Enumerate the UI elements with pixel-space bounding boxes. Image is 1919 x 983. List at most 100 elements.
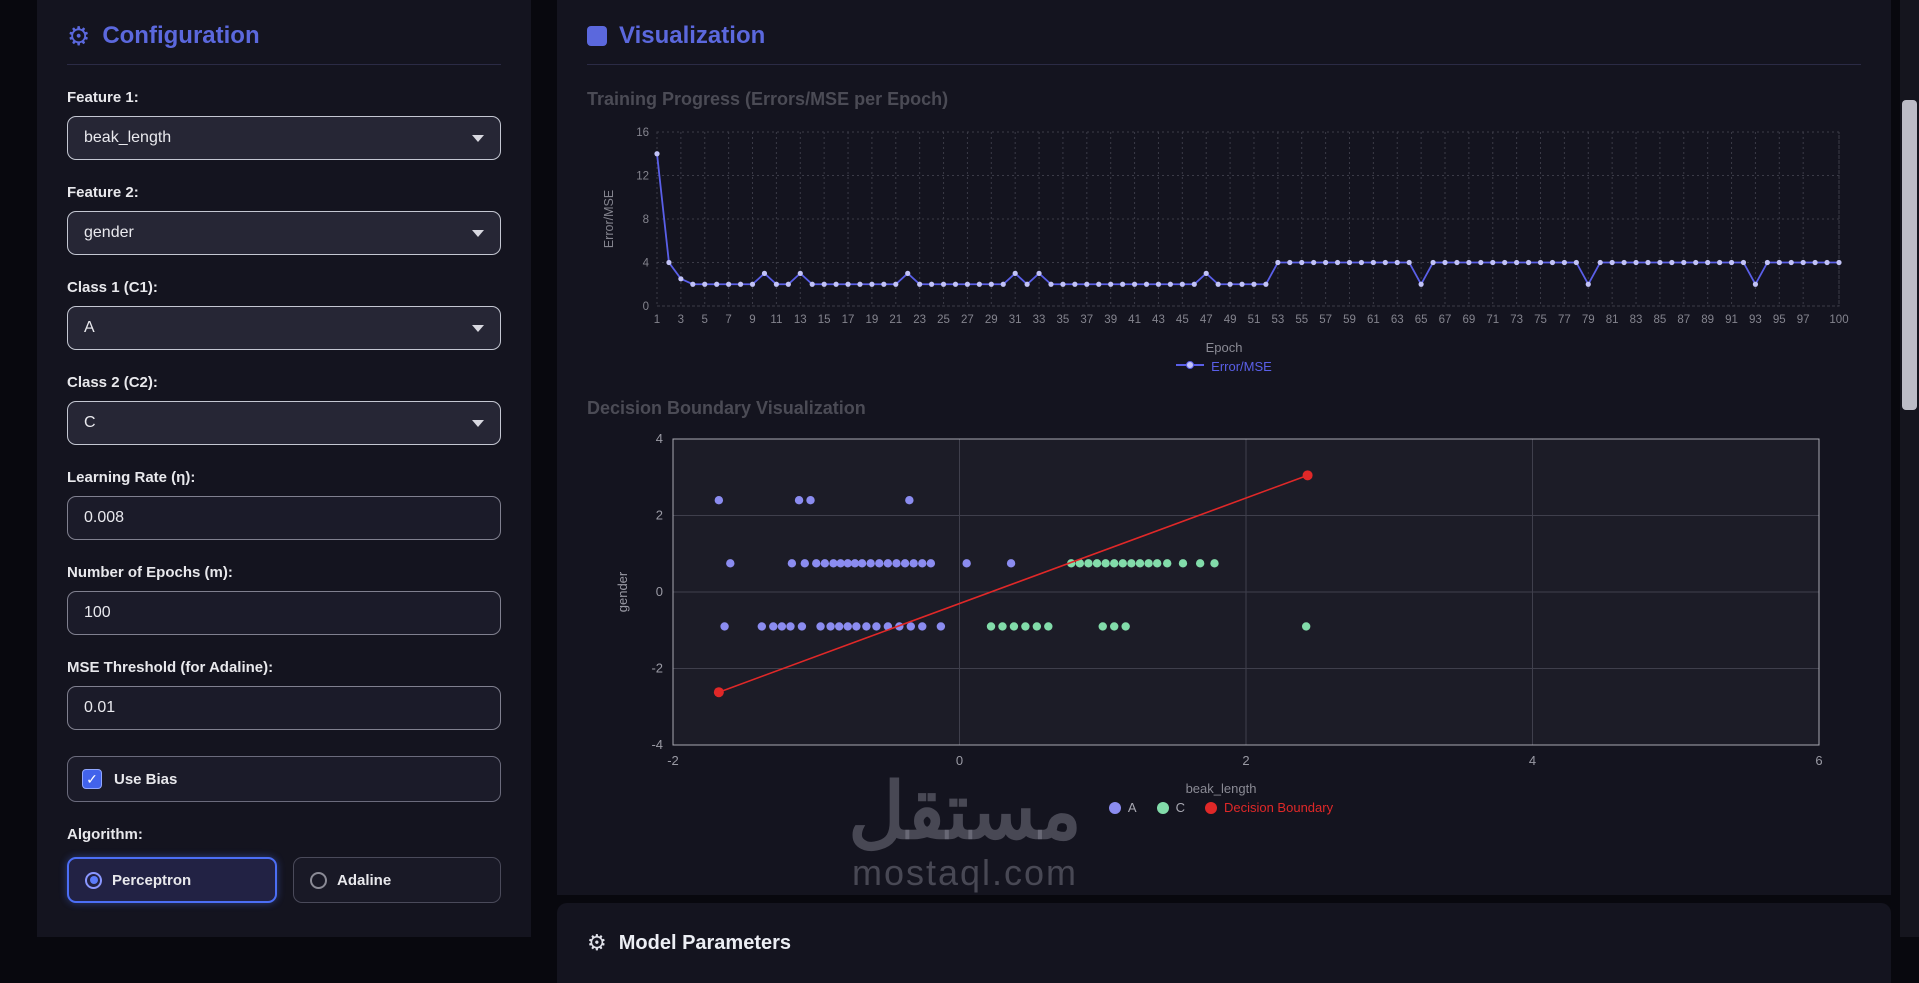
svg-text:47: 47 <box>1200 314 1213 326</box>
visualization-header: Visualization <box>587 22 1861 65</box>
epoch-axis-label: Epoch <box>1205 340 1243 355</box>
checkmark-icon: ✓ <box>86 770 98 787</box>
svg-text:57: 57 <box>1319 314 1332 326</box>
svg-text:23: 23 <box>913 314 926 326</box>
class-c-legend-label: C <box>1175 800 1185 815</box>
class1-label: Class 1 (C1): <box>67 279 158 296</box>
svg-text:9: 9 <box>749 314 755 326</box>
svg-text:2: 2 <box>1242 753 1249 768</box>
svg-text:33: 33 <box>1033 314 1046 326</box>
legend-item-error-mse[interactable]: Error/MSE <box>1176 359 1272 374</box>
svg-text:16: 16 <box>636 127 649 139</box>
chevron-down-icon <box>472 324 484 332</box>
feature2-select[interactable]: gender <box>67 211 501 255</box>
legend-item-class-a[interactable]: A <box>1108 800 1137 815</box>
svg-text:71: 71 <box>1486 314 1499 326</box>
svg-text:25: 25 <box>937 314 950 326</box>
svg-text:67: 67 <box>1439 314 1452 326</box>
svg-text:85: 85 <box>1654 314 1667 326</box>
feature1-value: beak_length <box>84 129 172 146</box>
error-mse-legend-label: Error/MSE <box>1211 359 1272 374</box>
svg-text:0: 0 <box>656 584 663 599</box>
radio-selected-icon <box>85 871 102 889</box>
svg-text:8: 8 <box>643 214 649 226</box>
svg-text:17: 17 <box>842 314 855 326</box>
class2-select[interactable]: C <box>67 401 501 445</box>
scrollbar-thumb[interactable] <box>1902 100 1917 410</box>
radio-unselected-icon <box>310 871 327 889</box>
svg-text:29: 29 <box>985 314 998 326</box>
beak-length-axis-label: beak_length <box>1185 781 1257 796</box>
model-parameters-title: Model Parameters <box>618 931 792 954</box>
svg-text:53: 53 <box>1271 314 1284 326</box>
class2-label: Class 2 (C2): <box>67 374 158 391</box>
svg-text:27: 27 <box>961 314 974 326</box>
epochs-input[interactable] <box>67 591 501 635</box>
algorithm-options: Perceptron Adaline <box>67 857 501 903</box>
training-progress-title: Training Progress (Errors/MSE per Epoch) <box>587 89 949 109</box>
mse-threshold-input[interactable] <box>67 686 501 730</box>
configuration-panel: ⚙ Configuration Feature 1: beak_length F… <box>37 0 531 937</box>
configuration-title: Configuration <box>102 22 260 49</box>
visualization-title: Visualization <box>619 22 766 49</box>
svg-text:gender: gender <box>615 571 630 612</box>
svg-text:4: 4 <box>1529 753 1536 768</box>
svg-text:91: 91 <box>1725 314 1738 326</box>
svg-text:5: 5 <box>702 314 708 326</box>
gear-icon: ⚙ <box>67 21 91 51</box>
svg-text:100: 100 <box>1829 314 1848 326</box>
feature2-label: Feature 2: <box>67 184 139 201</box>
configuration-header: ⚙ Configuration <box>67 22 501 65</box>
svg-text:77: 77 <box>1558 314 1571 326</box>
svg-text:73: 73 <box>1510 314 1523 326</box>
svg-text:55: 55 <box>1295 314 1308 326</box>
svg-text:87: 87 <box>1677 314 1690 326</box>
svg-text:4: 4 <box>643 258 650 270</box>
svg-text:51: 51 <box>1248 314 1261 326</box>
svg-text:11: 11 <box>770 314 782 326</box>
square-icon <box>587 26 607 46</box>
feature1-select[interactable]: beak_length <box>67 116 501 160</box>
decision-boundary-chart: -2 0 2 4 6 -4 -2 0 2 4 gender <box>615 431 1823 768</box>
class1-value: A <box>84 319 95 336</box>
class2-value: C <box>84 414 96 431</box>
chevron-down-icon <box>472 134 484 142</box>
class-a-dot-icon <box>1108 801 1121 814</box>
algorithm-option-perceptron[interactable]: Perceptron <box>67 857 277 903</box>
class1-select[interactable]: A <box>67 306 501 350</box>
class-c-dot-icon <box>1156 801 1169 814</box>
use-bias-checkbox[interactable]: ✓ <box>82 769 102 789</box>
svg-text:81: 81 <box>1606 314 1619 326</box>
legend-item-class-c[interactable]: C <box>1156 800 1185 815</box>
svg-text:95: 95 <box>1773 314 1786 326</box>
svg-text:93: 93 <box>1749 314 1762 326</box>
decision-boundary-title: Decision Boundary Visualization <box>587 398 866 418</box>
learning-rate-label: Learning Rate (η): <box>67 469 196 486</box>
svg-text:35: 35 <box>1057 314 1070 326</box>
training-legend: Error/MSE <box>599 359 1849 374</box>
gear-icon: ⚙ <box>587 930 607 955</box>
learning-rate-input[interactable] <box>67 496 501 540</box>
svg-text:3: 3 <box>678 314 684 326</box>
legend-item-decision-boundary[interactable]: Decision Boundary <box>1204 800 1334 815</box>
svg-text:31: 31 <box>1009 314 1022 326</box>
svg-text:97: 97 <box>1797 314 1810 326</box>
svg-text:15: 15 <box>818 314 831 326</box>
training-chart-block: 1 3 5 7 9 11 13 15 17 19 21 23 25 27 29 31 33 35 37 39 41 43 4… <box>587 120 1861 374</box>
decision-boundary-block: -2 0 2 4 6 -4 -2 0 2 4 gender beak_length A C Deci… <box>587 429 1861 815</box>
svg-text:2: 2 <box>656 508 663 523</box>
svg-text:-4: -4 <box>651 737 663 752</box>
scrollbar-track[interactable] <box>1900 0 1919 937</box>
svg-text:4: 4 <box>656 431 663 446</box>
svg-text:43: 43 <box>1152 314 1165 326</box>
svg-text:19: 19 <box>866 314 879 326</box>
svg-text:39: 39 <box>1104 314 1117 326</box>
svg-text:41: 41 <box>1128 314 1141 326</box>
svg-text:Error/MSE: Error/MSE <box>602 190 616 248</box>
mse-threshold-label: MSE Threshold (for Adaline): <box>67 659 274 676</box>
decision-boundary-legend-label: Decision Boundary <box>1223 800 1334 815</box>
algorithm-option-adaline[interactable]: Adaline <box>293 857 501 903</box>
svg-text:12: 12 <box>636 171 649 183</box>
use-bias-row: ✓ Use Bias <box>67 756 501 802</box>
svg-text:59: 59 <box>1343 314 1356 326</box>
